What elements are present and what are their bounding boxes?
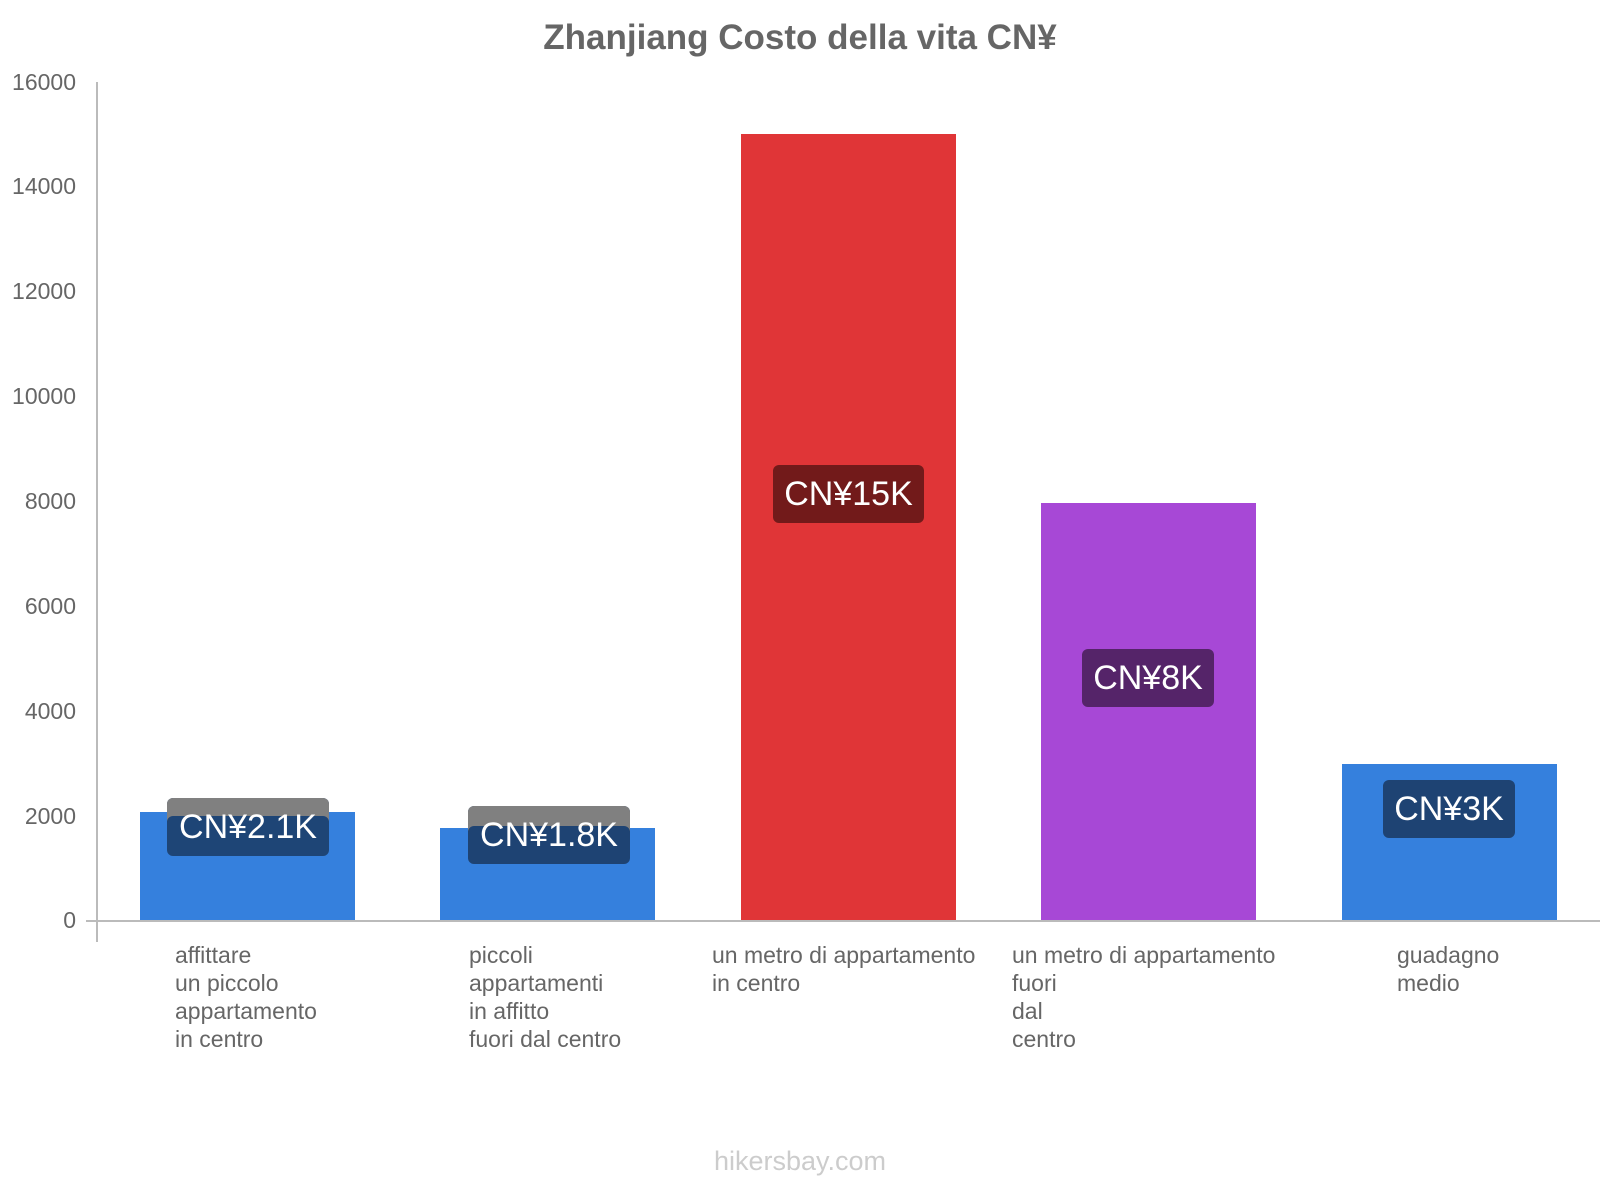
bar-sqm-apartment-center[interactable] xyxy=(741,134,956,920)
watermark: hikersbay.com xyxy=(713,1146,887,1176)
y-tick-label: 12000 xyxy=(12,278,76,304)
x-category-label: guadagno medio xyxy=(1397,942,1500,996)
y-tick-mark xyxy=(86,920,96,922)
x-category-label: un metro di appartamento in centro xyxy=(712,942,976,996)
x-category-label: piccoli appartamenti in affitto fuori da… xyxy=(469,942,622,1052)
data-label: CN¥8K xyxy=(1082,649,1214,707)
bar-sqm-apartment-outside[interactable] xyxy=(1041,503,1256,920)
y-tick-label: 8000 xyxy=(24,488,76,514)
y-tick-label: 14000 xyxy=(12,173,76,199)
data-label: CN¥1.8K xyxy=(468,806,630,864)
y-axis xyxy=(96,82,98,942)
x-axis xyxy=(86,920,1600,922)
x-category-label: affittare un piccolo appartamento in cen… xyxy=(175,942,317,1052)
data-label: CN¥2.1K xyxy=(167,798,329,856)
y-tick-label: 2000 xyxy=(24,803,76,829)
y-tick-label: 6000 xyxy=(24,593,76,619)
chart-title: Zhanjiang Costo della vita CN¥ xyxy=(543,18,1057,57)
y-tick-label: 16000 xyxy=(12,69,76,95)
y-tick-label: 0 xyxy=(63,907,76,933)
data-label: CN¥3K xyxy=(1383,780,1515,838)
data-label: CN¥15K xyxy=(773,465,924,523)
x-category-label: un metro di appartamento fuori dal centr… xyxy=(1012,942,1276,1052)
y-tick-label: 4000 xyxy=(24,698,76,724)
y-tick-label: 10000 xyxy=(12,383,76,409)
